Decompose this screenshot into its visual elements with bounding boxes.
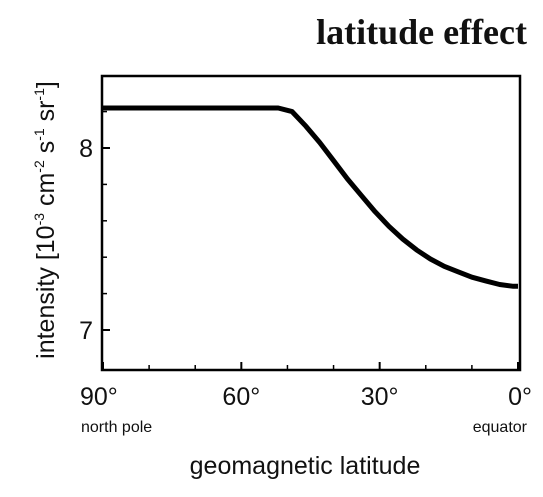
x-tick-label-90: 90° xyxy=(80,383,118,411)
y-label-suffix: ] xyxy=(32,81,60,88)
chart-title: latitude effect xyxy=(316,12,527,52)
x-sub-label-north-pole: north pole xyxy=(81,419,152,436)
y-label-exp1: -3 xyxy=(31,213,47,226)
y-tick-label-8: 8 xyxy=(79,135,93,163)
series-line-intensity xyxy=(103,105,518,289)
tick-labels: 90° 60° 30° 0° 7 8 xyxy=(79,135,532,411)
x-axis-label: geomagnetic latitude xyxy=(190,452,421,480)
x-tick-label-30: 30° xyxy=(361,383,399,411)
y-label-mid2: s xyxy=(32,141,60,160)
tick-marks xyxy=(102,110,519,370)
y-axis-label: intensity [10-3 cm-2 s-1 sr-1] xyxy=(31,81,60,359)
x-sub-label-equator: equator xyxy=(473,419,528,436)
y-label-exp3: -1 xyxy=(31,128,47,141)
y-label-exp4: -1 xyxy=(31,88,47,101)
y-tick-label-7: 7 xyxy=(79,317,93,345)
x-tick-label-60: 60° xyxy=(222,383,260,411)
x-tick-label-0: 0° xyxy=(508,383,532,411)
plot-frame xyxy=(100,74,522,372)
y-label-mid1: cm xyxy=(32,173,60,213)
y-label-mid3: sr xyxy=(32,101,60,129)
y-label-prefix: intensity [10 xyxy=(32,225,60,358)
y-label-exp2: -2 xyxy=(31,160,47,173)
